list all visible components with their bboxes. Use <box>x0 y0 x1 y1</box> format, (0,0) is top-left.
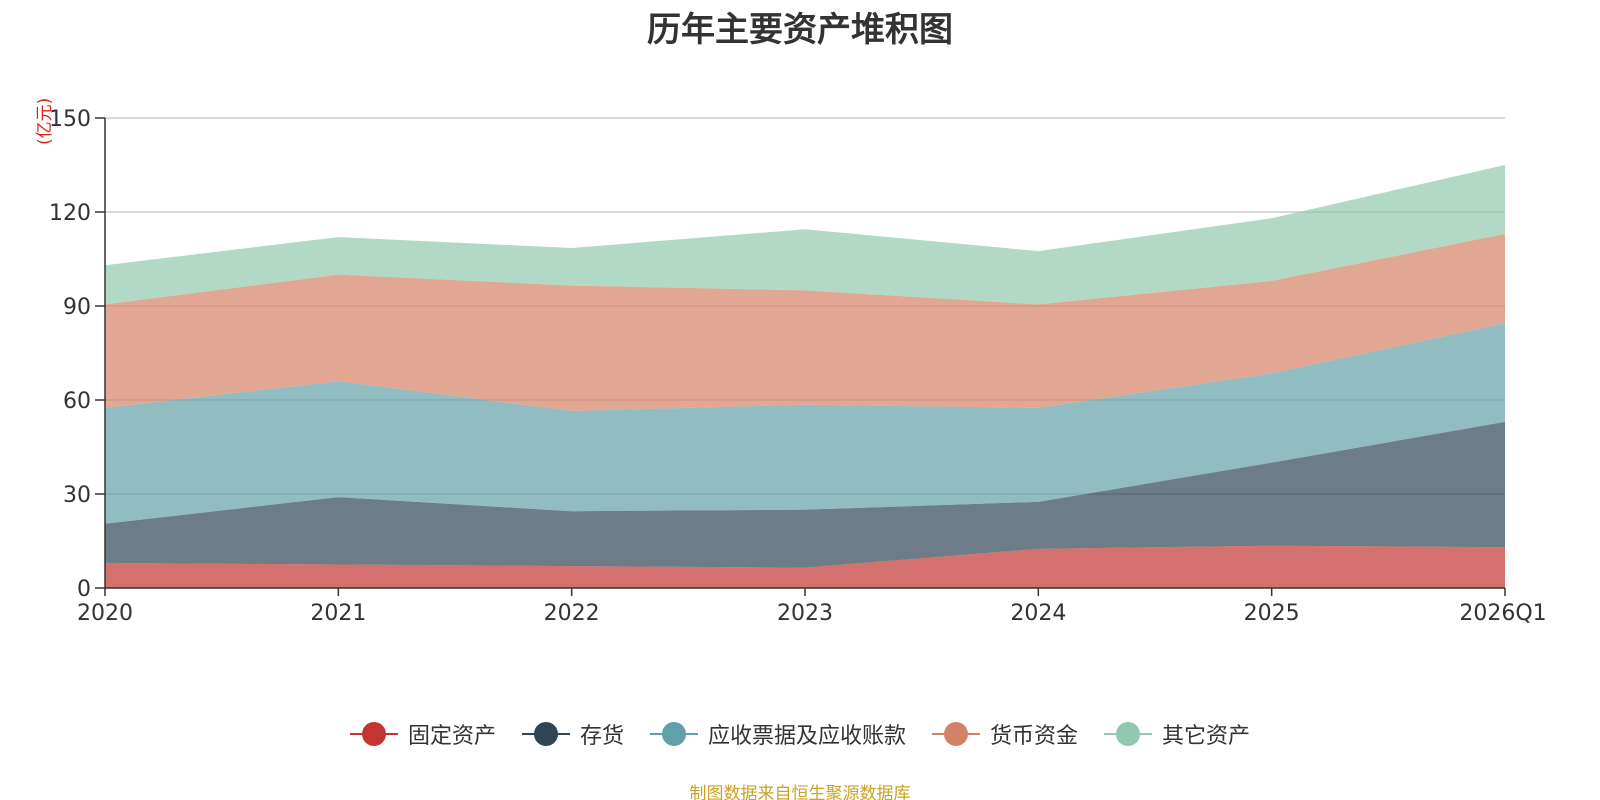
x-tick-label: 2023 <box>777 601 833 626</box>
legend-marker-icon <box>521 722 570 746</box>
y-tick-label: 150 <box>49 107 91 132</box>
legend-label: 应收票据及应收账款 <box>707 724 906 749</box>
x-tick-label: 2020 <box>77 601 133 626</box>
legend: 固定资产 存货 应收票据及应收账款 货币资金 其它资产 <box>0 718 1600 750</box>
y-tick-label: 30 <box>63 483 91 508</box>
area-series-1 <box>105 545 1505 588</box>
legend-item-3[interactable]: 应收票据及应收账款 <box>649 718 906 750</box>
x-tick-label: 2025 <box>1244 601 1300 626</box>
legend-item-4[interactable]: 货币资金 <box>932 718 1078 750</box>
legend-marker-icon <box>932 722 980 746</box>
area-series-3 <box>105 323 1505 524</box>
y-tick-label: 120 <box>49 201 91 226</box>
legend-label: 固定资产 <box>407 724 496 749</box>
y-tick-label: 0 <box>77 577 91 602</box>
area-series-5 <box>105 165 1505 305</box>
legend-marker-icon <box>649 722 698 746</box>
y-tick-label: 90 <box>63 295 91 320</box>
y-tick-label: 60 <box>63 389 91 414</box>
legend-item-2[interactable]: 存货 <box>521 718 624 750</box>
legend-item-1[interactable]: 固定资产 <box>349 718 496 750</box>
chart-title: 历年主要资产堆积图 <box>647 10 953 50</box>
x-tick-label: 2024 <box>1010 601 1066 626</box>
legend-marker-icon <box>349 722 398 746</box>
area-series-4 <box>105 233 1505 411</box>
x-tick-label: 2021 <box>310 601 366 626</box>
area-series-2 <box>105 421 1505 568</box>
x-tick-label: 2026Q1 <box>1459 601 1546 626</box>
legend-marker-icon <box>1104 722 1153 746</box>
axes <box>95 117 1506 596</box>
legend-label: 其它资产 <box>1162 724 1251 749</box>
area-series <box>105 165 1505 588</box>
legend-item-5[interactable]: 其它资产 <box>1104 718 1250 750</box>
tick-labels: 0 30 60 90 120 150 2020 2021 2022 2023 2024 2025 202… <box>49 107 1547 626</box>
legend-label: 存货 <box>579 724 624 749</box>
legend-label: 货币资金 <box>990 724 1079 749</box>
source-note: 制图数据来自恒生聚源数据库 <box>689 784 911 800</box>
x-tick-label: 2022 <box>544 601 600 626</box>
